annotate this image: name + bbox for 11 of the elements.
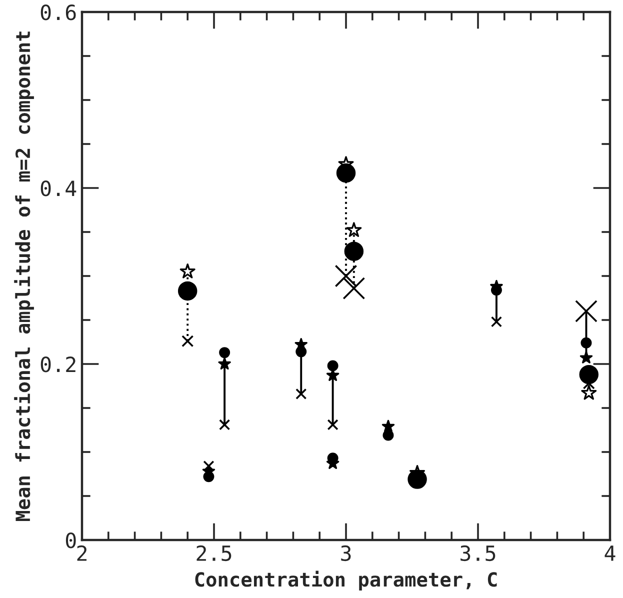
y-axis-title: Mean fractional amplitude of m=2 component [14, 32, 34, 522]
x-tick-label: 3 [341, 545, 351, 562]
x-tick-label: 2.5 [196, 545, 232, 562]
y-tick-label: 0.6 [40, 4, 76, 20]
x-tick-label: 2 [77, 545, 86, 561]
y-tick-label: 0.2 [40, 356, 76, 372]
y-tick-label: 0 [66, 532, 76, 548]
x-tick-label: 3.5 [460, 545, 496, 562]
x-tick-label: 4 [604, 546, 616, 561]
y-tick-label: 0.4 [40, 180, 76, 196]
x-axis-title: Concentration parameter, C [195, 570, 497, 591]
